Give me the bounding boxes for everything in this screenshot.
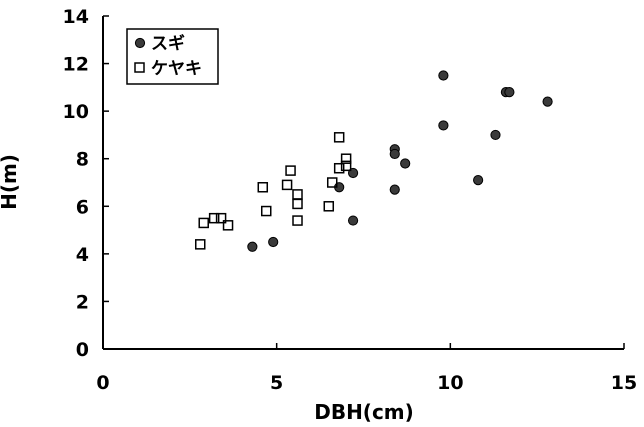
legend-marker-square	[134, 62, 145, 73]
y-tick-label: 4	[76, 244, 89, 266]
point-series-1	[504, 87, 515, 98]
y-tick-label: 10	[63, 101, 89, 123]
legend-label-series-1: スギ	[151, 34, 185, 54]
x-axis-title: DBH(cm)	[314, 400, 414, 424]
legend-marker-circle	[134, 37, 146, 49]
y-tick-label: 12	[63, 54, 89, 76]
y-tick-label: 14	[63, 6, 89, 28]
y-axis-title: H(m)	[0, 154, 21, 210]
point-series-1	[473, 175, 484, 186]
x-tick-label: 15	[611, 372, 637, 394]
point-series-2	[340, 160, 352, 172]
x-axis-ticks: 0 5 10 15	[96, 343, 637, 394]
point-series-1	[438, 120, 449, 131]
point-series-1	[247, 241, 258, 252]
point-series-2	[333, 162, 345, 174]
point-series-2	[292, 189, 303, 200]
point-series-2	[281, 179, 293, 191]
legend-label-series-2: ケヤキ	[151, 59, 202, 79]
point-series-2	[215, 212, 227, 224]
point-series-2	[198, 217, 209, 229]
legend-box	[126, 28, 219, 85]
x-tick-label: 0	[96, 372, 109, 394]
point-series-2	[285, 165, 296, 176]
y-tick-label: 6	[76, 196, 89, 218]
point-series-1	[400, 158, 411, 169]
point-series-2	[340, 153, 352, 164]
point-series-1	[490, 129, 501, 141]
legend: スギ ケヤキ	[126, 28, 219, 85]
point-series-2	[195, 239, 206, 250]
point-series-2	[292, 198, 303, 210]
y-axis-ticks: 0 2 4 6 8 10 12 14	[63, 6, 109, 361]
y-tick-label: 2	[76, 291, 89, 313]
point-series-2	[260, 205, 272, 217]
x-tick-label: 10	[437, 372, 463, 394]
plot-area: 0 2 4 6 8 10 12 14 0 5 10 15	[63, 6, 638, 394]
point-series-1	[389, 148, 400, 160]
point-series-1	[438, 70, 449, 81]
point-series-1	[347, 215, 359, 226]
point-series-2	[208, 212, 220, 224]
point-series-1	[268, 236, 279, 248]
point-series-2	[222, 220, 234, 231]
y-tick-label: 8	[76, 149, 89, 171]
point-series-1	[389, 184, 400, 195]
point-series-2	[257, 182, 269, 193]
point-series-2	[292, 215, 303, 226]
x-tick-label: 5	[270, 372, 283, 394]
y-tick-label: 0	[76, 339, 89, 361]
point-series-2	[323, 201, 335, 212]
point-series-1	[542, 96, 553, 107]
point-series-2	[326, 177, 338, 188]
data-points	[195, 70, 553, 252]
point-series-2	[333, 132, 345, 143]
